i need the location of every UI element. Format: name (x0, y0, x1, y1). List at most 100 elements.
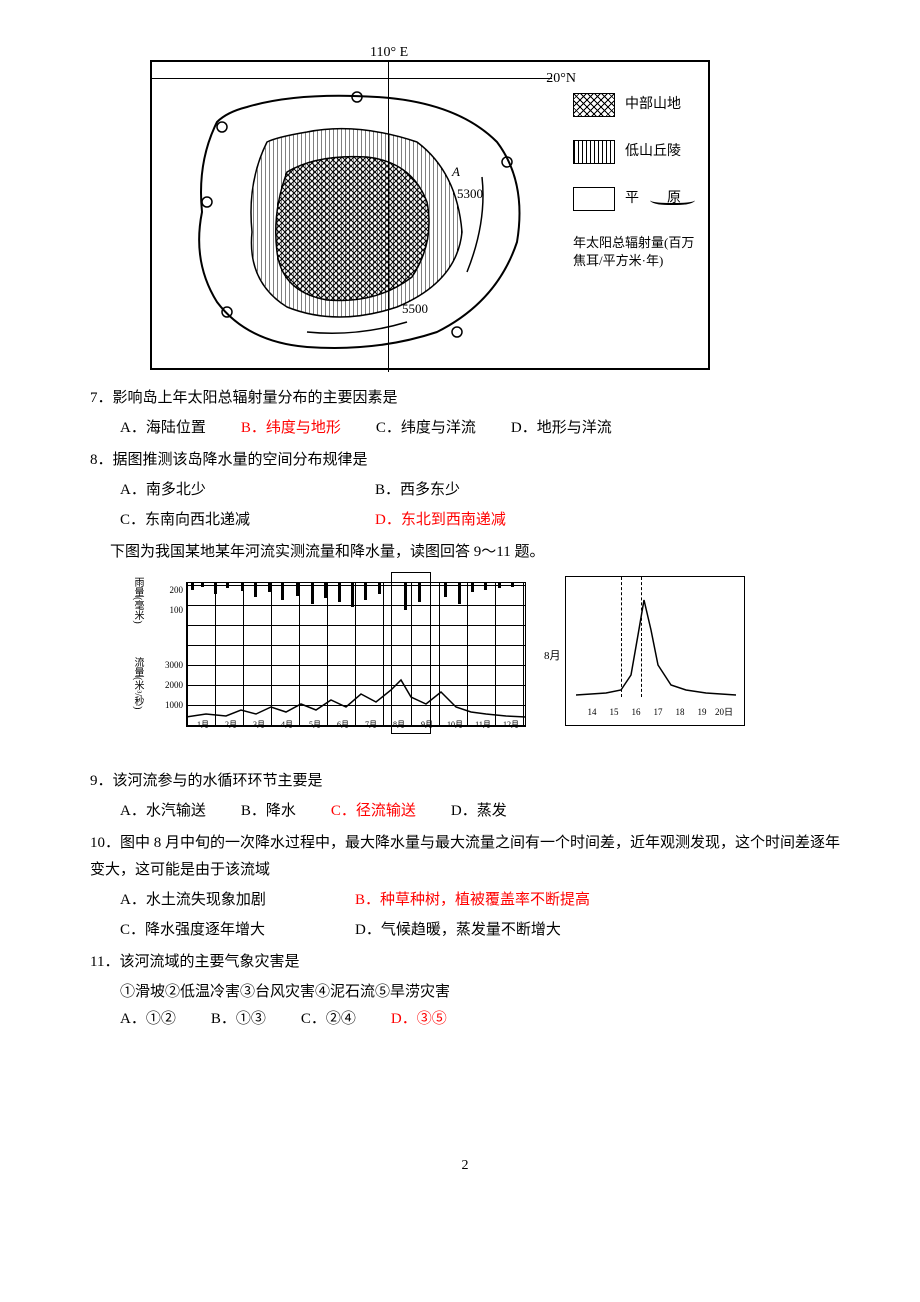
day-label: 17 (647, 704, 669, 720)
rain-bar (281, 582, 284, 600)
rain-bar (471, 582, 474, 592)
question-8: 8．据图推测该岛降水量的空间分布规律是 A．南多北少 B．西多东少 C．东南向西… (90, 447, 840, 534)
legend-contour-symbol (650, 193, 695, 205)
q10-option-d: D．气候趋暖，蒸发量不断增大 (355, 917, 561, 944)
rain-bar (511, 582, 514, 587)
legend-hills-label: 低山丘陵 (625, 139, 681, 164)
ytick-1000: 1000 (161, 697, 183, 713)
point-a-label: A (452, 160, 460, 183)
map-legend: 中部山地 低山丘陵 平 原 年太阳总辐射量(百万焦耳/平方米·年) (573, 92, 703, 270)
day-label: 18 (669, 704, 691, 720)
q11-option-a: A．①② (120, 1006, 176, 1033)
month-label: 2月 (217, 718, 245, 732)
month-label: 6月 (329, 718, 357, 732)
day-label: 16 (625, 704, 647, 720)
rain-bar (296, 582, 299, 596)
q11-option-d: D．③⑤ (391, 1006, 447, 1033)
legend-mountain-label: 中部山地 (625, 92, 681, 117)
rain-bar (241, 582, 244, 591)
ytick-200: 200 (161, 582, 183, 598)
map-figure-container: 110° E 20°N (150, 60, 840, 370)
question-7: 7．影响岛上年太阳总辐射量分布的主要因素是 A．海陆位置 B．纬度与地形 C．纬… (90, 385, 840, 442)
q8-text: 8．据图推测该岛降水量的空间分布规律是 (90, 447, 840, 474)
legend-hills: 低山丘陵 (573, 139, 703, 164)
legend-vertical-box (573, 140, 615, 164)
legend-mountain: 中部山地 (573, 92, 703, 117)
day-label: 14 (581, 704, 603, 720)
month-label: 4月 (273, 718, 301, 732)
month-8-label: 8月 (544, 647, 561, 667)
rain-bar (364, 582, 367, 600)
month-label: 8月 (385, 718, 413, 732)
month-label: 10月 (441, 718, 469, 732)
rain-bar (378, 582, 381, 594)
rain-bar (458, 582, 461, 604)
q8-option-d: D．东北到西南递减 (375, 507, 506, 534)
x-axis-days: 14151617181920日 (581, 704, 735, 720)
q11-choices: ①滑坡②低温冷害③台风灾害④泥石流⑤旱涝灾害 (120, 979, 840, 1006)
flow-line (186, 672, 526, 722)
peak-flow-line (576, 595, 736, 705)
month-label: 11月 (469, 718, 497, 732)
august-detail-chart: 8月 14151617181920日 (565, 576, 745, 726)
contour-5300: 5300 (457, 182, 483, 205)
legend-empty-box (573, 187, 615, 211)
q10-text: 10．图中 8 月中旬的一次降水过程中，最大降水量与最大流量之间有一个时间差，近… (90, 830, 840, 884)
intro-text-2: 下图为我国某地某年河流实测流量和降水量，读图回答 9～11 题。 (110, 539, 840, 566)
august-bracket (391, 572, 431, 734)
latitude-line (152, 78, 552, 79)
contour-5500: 5500 (402, 297, 428, 320)
q9-option-c: C．径流输送 (331, 798, 416, 825)
annual-chart: 雨量(毫米) 流量(米³/秒) 200 100 3000 2000 1000 1… (130, 576, 550, 751)
day-label: 15 (603, 704, 625, 720)
q7-text: 7．影响岛上年太阳总辐射量分布的主要因素是 (90, 385, 840, 412)
legend-crosshatch-box (573, 93, 615, 117)
rain-bar (214, 582, 217, 594)
question-9: 9．该河流参与的水循环环节主要是 A．水汽输送 B．降水 C．径流输送 D．蒸发 (90, 768, 840, 825)
x-axis-months: 1月2月3月4月5月6月7月8月9月10月11月12月 (189, 718, 525, 732)
question-11: 11．该河流域的主要气象灾害是 ①滑坡②低温冷害③台风灾害④泥石流⑤旱涝灾害 A… (90, 949, 840, 1033)
q10-option-a: A．水土流失现象加剧 (120, 887, 320, 914)
rain-bar (338, 582, 341, 602)
river-flow-chart: 雨量(毫米) 流量(米³/秒) 200 100 3000 2000 1000 1… (130, 576, 750, 756)
month-label: 12月 (497, 718, 525, 732)
rain-bar (324, 582, 327, 598)
rain-bars (186, 582, 526, 617)
q7-option-b: B．纬度与地形 (241, 415, 341, 442)
q9-option-b: B．降水 (241, 798, 296, 825)
q9-option-d: D．蒸发 (451, 798, 507, 825)
q7-option-a: A．海陆位置 (120, 415, 206, 442)
rain-bar (226, 582, 229, 588)
rain-bar (484, 582, 487, 590)
q10-option-b: B．种草种树，植被覆盖率不断提高 (355, 887, 590, 914)
y-axis-flow-label: 流量(米³/秒) (131, 657, 143, 709)
day-label: 19 (691, 704, 713, 720)
rain-bar (254, 582, 257, 597)
q7-option-d: D．地形与洋流 (511, 415, 612, 442)
longitude-label: 110° E (370, 40, 408, 65)
island-outline (177, 82, 537, 362)
legend-radiation-label: 年太阳总辐射量(百万焦耳/平方米·年) (573, 234, 703, 270)
ytick-2000: 2000 (161, 677, 183, 693)
q8-option-a: A．南多北少 (120, 477, 340, 504)
ytick-3000: 3000 (161, 657, 183, 673)
q11-text: 11．该河流域的主要气象灾害是 (90, 949, 840, 976)
y-axis-rain-label: 雨量(毫米) (131, 577, 143, 624)
day-label: 20日 (713, 704, 735, 720)
q11-option-b: B．①③ (211, 1006, 266, 1033)
month-label: 1月 (189, 718, 217, 732)
rain-bar (268, 582, 271, 592)
rain-bar (498, 582, 501, 588)
month-label: 9月 (413, 718, 441, 732)
q7-option-c: C．纬度与洋流 (376, 415, 476, 442)
month-label: 3月 (245, 718, 273, 732)
ytick-100: 100 (161, 602, 183, 618)
q8-option-c: C．东南向西北递减 (120, 507, 340, 534)
page-number: 2 (90, 1153, 840, 1178)
rain-bar (311, 582, 314, 604)
rain-bar (444, 582, 447, 597)
q9-text: 9．该河流参与的水循环环节主要是 (90, 768, 840, 795)
q9-option-a: A．水汽输送 (120, 798, 206, 825)
q11-option-c: C．②④ (301, 1006, 356, 1033)
hainan-map: 110° E 20°N (150, 60, 710, 370)
